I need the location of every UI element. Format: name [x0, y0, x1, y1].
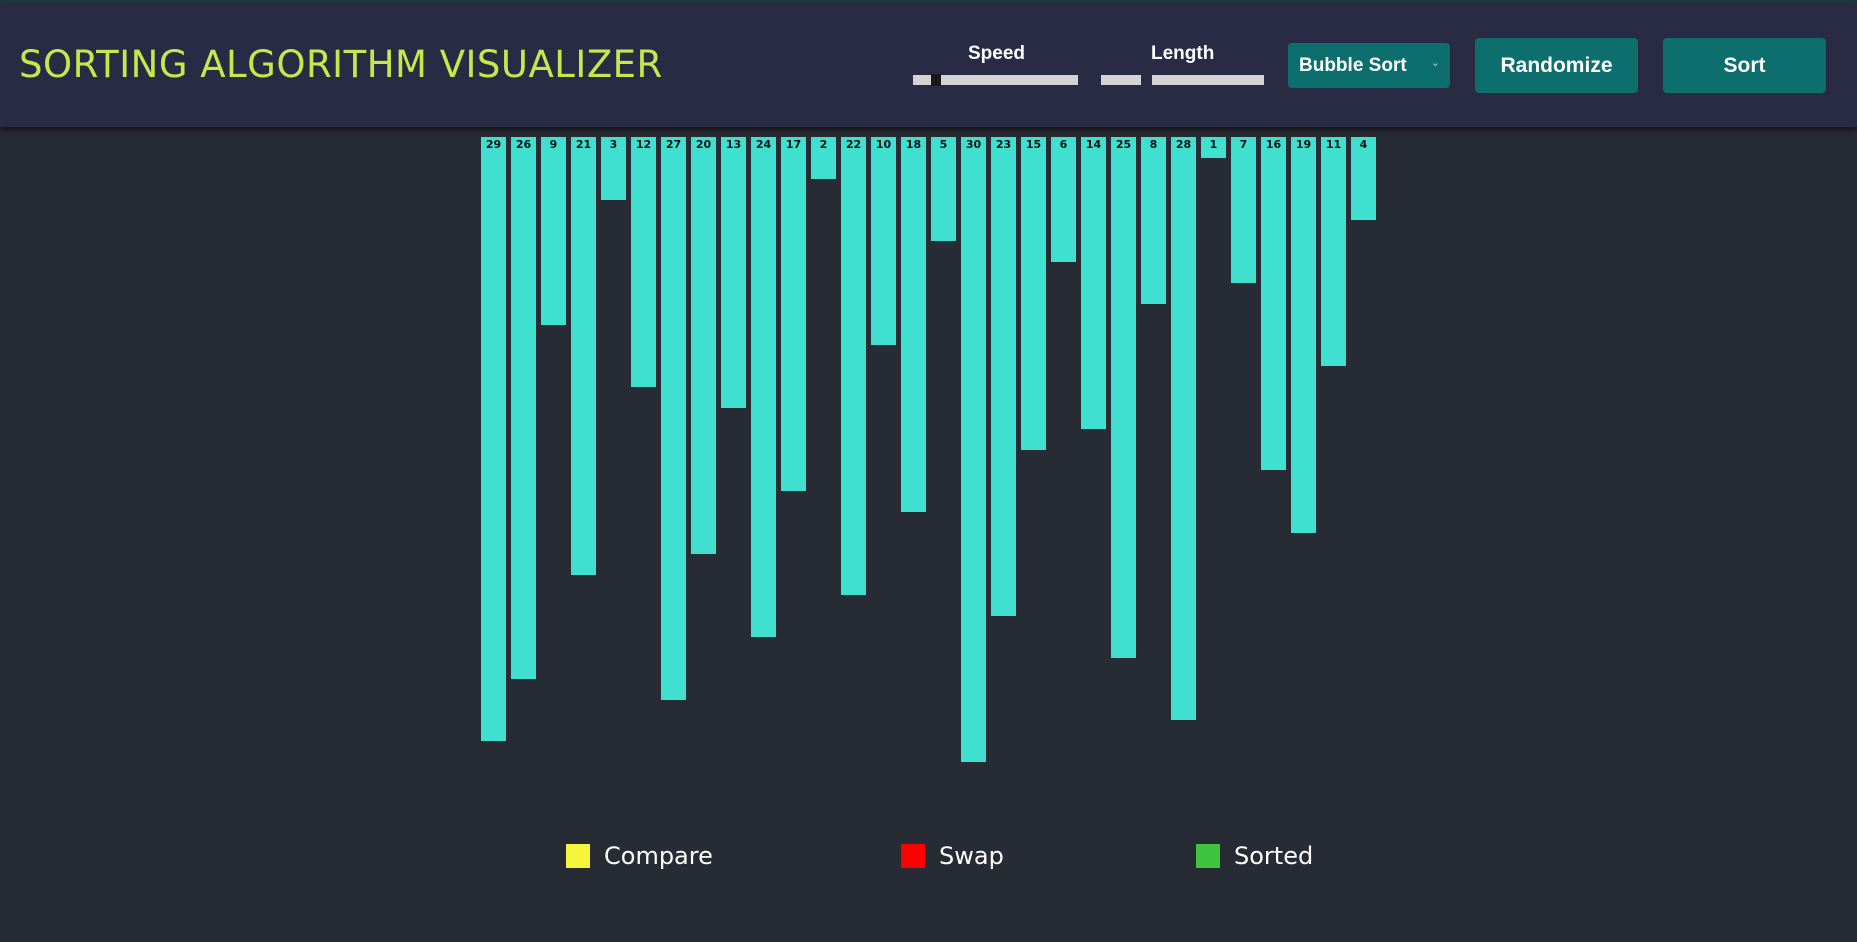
compare-swatch: [566, 844, 590, 868]
array-bar: 23: [991, 137, 1016, 616]
array-bar-value: 22: [845, 138, 862, 151]
array-bar-value: 19: [1295, 138, 1312, 151]
array-bar-value: 15: [1025, 138, 1042, 151]
array-bar: 16: [1261, 137, 1286, 470]
app-title: SORTING ALGORITHM VISUALIZER: [19, 43, 663, 86]
array-bar: 24: [751, 137, 776, 637]
legend-sorted-label: Sorted: [1234, 842, 1314, 870]
array-bar: 15: [1021, 137, 1046, 450]
array-bar: 21: [571, 137, 596, 575]
array-bar-value: 7: [1239, 138, 1248, 151]
array-bar-value: 23: [995, 138, 1012, 151]
array-bar-value: 27: [665, 138, 682, 151]
array-bar-value: 9: [549, 138, 558, 151]
array-bar-value: 18: [905, 138, 922, 151]
array-bar-value: 25: [1115, 138, 1132, 151]
array-bar: 27: [661, 137, 686, 700]
array-bar: 4: [1351, 137, 1376, 220]
app-header: SORTING ALGORITHM VISUALIZER Speed Lengt…: [0, 3, 1857, 127]
length-slider[interactable]: [1101, 74, 1264, 86]
array-bar-value: 28: [1175, 138, 1192, 151]
array-bar: 20: [691, 137, 716, 554]
bar-array: 29 26 9 21 3 12 27 20 13 24 17 2 22 10 18 5 30 23 15 6 14 25 8…: [0, 137, 1857, 777]
array-bar: 6: [1051, 137, 1076, 262]
array-bar: 12: [631, 137, 656, 387]
array-bar-value: 4: [1359, 138, 1368, 151]
speed-slider-thumb[interactable]: [931, 74, 941, 86]
array-bar: 10: [871, 137, 896, 345]
legend-swap-label: Swap: [939, 842, 1004, 870]
sorted-swatch: [1196, 844, 1220, 868]
array-bar-value: 14: [1085, 138, 1102, 151]
array-bar: 1: [1201, 137, 1226, 158]
array-bar-value: 30: [965, 138, 982, 151]
algorithm-select-value: Bubble Sort: [1299, 55, 1407, 76]
swap-swatch: [901, 844, 925, 868]
array-bar-value: 24: [755, 138, 772, 151]
array-bar: 26: [511, 137, 536, 679]
array-bar: 9: [541, 137, 566, 325]
array-bar-value: 21: [575, 138, 592, 151]
array-bar-value: 5: [939, 138, 948, 151]
array-bar-value: 16: [1265, 138, 1282, 151]
array-bar: 30: [961, 137, 986, 762]
array-bar-value: 11: [1325, 138, 1342, 151]
sort-button[interactable]: Sort: [1663, 38, 1826, 93]
array-bar: 22: [841, 137, 866, 595]
array-bar: 13: [721, 137, 746, 408]
array-bar: 3: [601, 137, 626, 200]
array-bar-value: 17: [785, 138, 802, 151]
array-bar: 8: [1141, 137, 1166, 304]
length-control: Length: [1101, 43, 1264, 88]
array-bar: 7: [1231, 137, 1256, 283]
length-label: Length: [1151, 43, 1215, 64]
algorithm-select[interactable]: Bubble Sort ⌄: [1288, 43, 1450, 88]
array-bar-value: 6: [1059, 138, 1068, 151]
array-bar-value: 29: [485, 138, 502, 151]
array-bar-value: 26: [515, 138, 532, 151]
array-bar-value: 20: [695, 138, 712, 151]
randomize-button[interactable]: Randomize: [1475, 38, 1638, 93]
array-bar-value: 13: [725, 138, 742, 151]
top-accent-line: [0, 0, 1857, 3]
array-bar-value: 2: [819, 138, 828, 151]
array-bar: 5: [931, 137, 956, 241]
speed-slider[interactable]: [913, 74, 1078, 86]
array-bar: 29: [481, 137, 506, 741]
array-bar: 25: [1111, 137, 1136, 658]
legend-compare-label: Compare: [604, 842, 713, 870]
array-bar: 28: [1171, 137, 1196, 720]
array-bar-value: 3: [609, 138, 618, 151]
speed-label: Speed: [968, 43, 1026, 64]
array-bar-value: 1: [1209, 138, 1218, 151]
length-slider-thumb[interactable]: [1141, 74, 1152, 86]
array-bar: 14: [1081, 137, 1106, 429]
array-bar-value: 10: [875, 138, 892, 151]
speed-control: Speed: [913, 43, 1078, 88]
array-bar-value: 8: [1149, 138, 1158, 151]
array-bar: 11: [1321, 137, 1346, 366]
chevron-down-icon: ⌄: [1430, 57, 1440, 69]
array-bar-value: 12: [635, 138, 652, 151]
array-bar: 19: [1291, 137, 1316, 533]
array-bar: 2: [811, 137, 836, 179]
array-bar: 18: [901, 137, 926, 512]
array-bar: 17: [781, 137, 806, 491]
